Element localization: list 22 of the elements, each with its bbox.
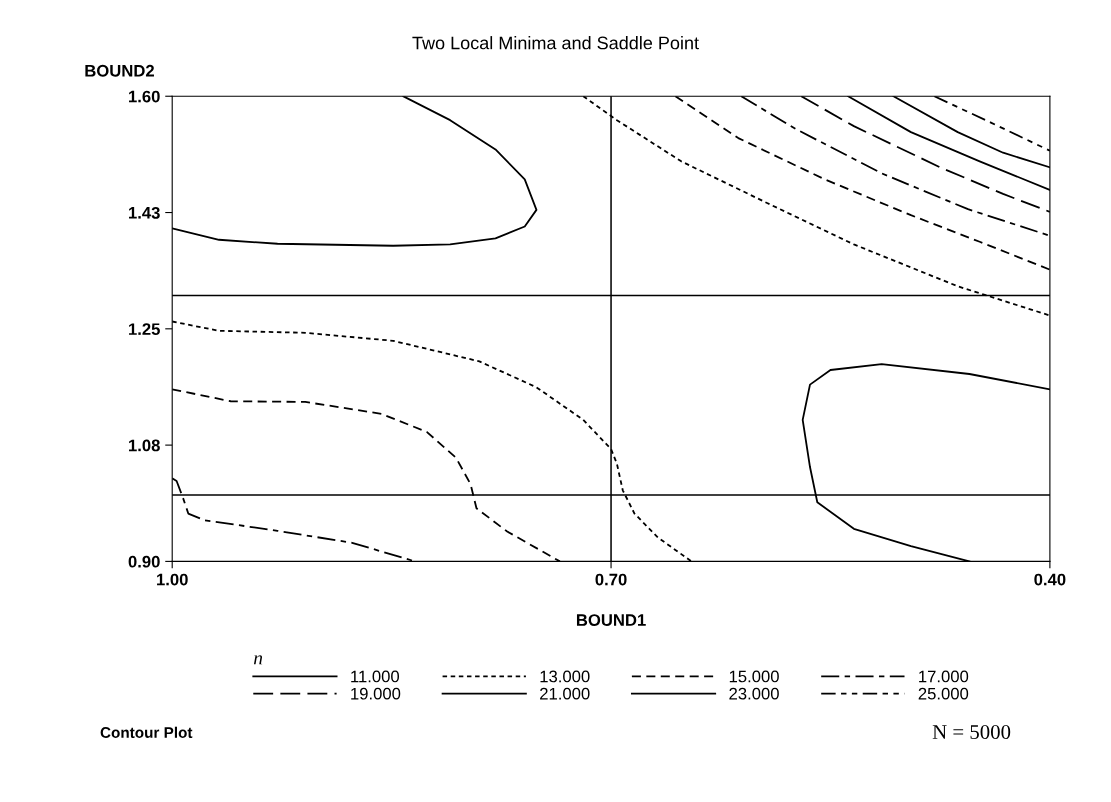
legend-label: 15.000 [729,670,779,683]
x-tick-label: 1.00 [157,573,188,586]
x-tick-label: 0.70 [595,573,627,586]
y-tick-label: 1.25 [129,323,160,336]
y-tick-label: 1.08 [129,439,160,452]
y-tick-label: 1.43 [129,206,160,219]
chart-title: Two Local Minima and Saddle Point [412,36,699,50]
legend-label: 23.000 [729,687,779,700]
y-tick-label: 0.90 [128,555,160,568]
legend-label: 19.000 [351,687,401,700]
text: N = 5000 [932,724,1011,740]
y-axis-title: BOUND2 [85,64,154,77]
legend-label: 13.000 [540,670,590,683]
x-axis-title: BOUND1 [576,614,646,626]
legend-title: n [253,655,263,665]
legend-label: 25.000 [918,687,969,700]
text: Contour Plot [100,726,193,738]
y-tick-label: 1.60 [129,90,160,103]
legend-label: 11.000 [351,670,400,683]
legend-label: 21.000 [540,687,590,700]
x-tick-label: 0.40 [1034,573,1066,586]
legend-label: 17.000 [919,670,969,683]
